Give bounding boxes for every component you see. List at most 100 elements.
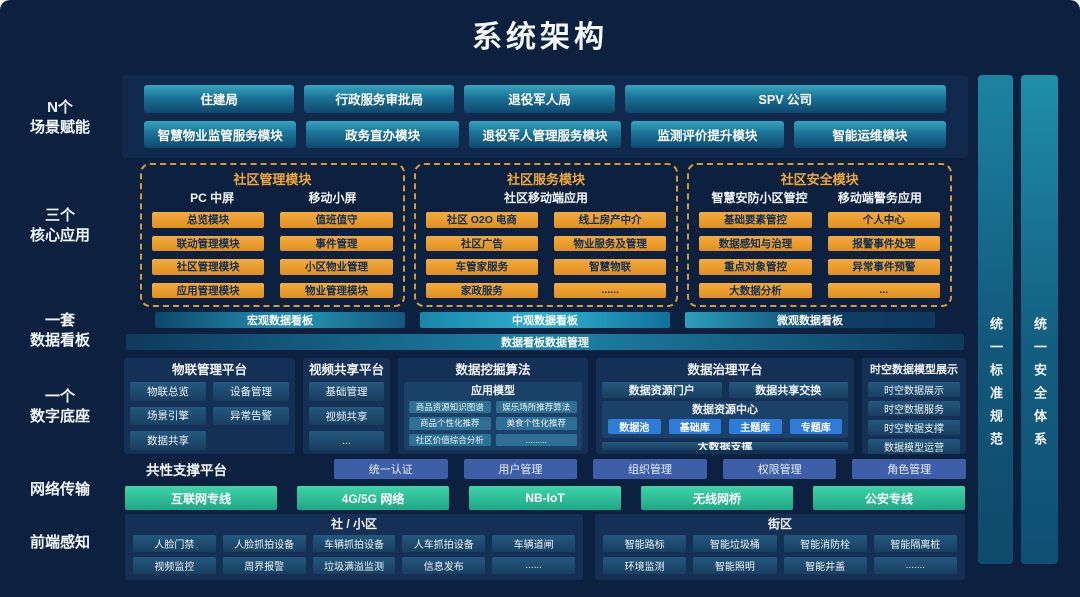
panel-title: 数据治理平台 — [687, 363, 763, 377]
scene-module: 行政服务审批局 — [304, 85, 455, 113]
core-module: 报警事件处理 — [827, 235, 941, 251]
spatiotemporal-module: 数据模型运营 — [868, 439, 960, 454]
panel-spatiotemporal: 时空数据模型展示 时空数据展示 时空数据服务 时空数据支撑 数据模型运营 — [862, 358, 966, 454]
common-support-module: 权限管理 — [722, 458, 837, 479]
model-module: 社区价值综合分析 — [409, 433, 491, 446]
core-module: 社区管理模块 — [152, 259, 265, 275]
scene-module: SPV 公司 — [624, 85, 946, 113]
sensing-device: 视频监控 — [133, 557, 216, 574]
scene-module: 住建局 — [144, 85, 295, 113]
vertical-bar-security: 统一安全体系 — [1021, 75, 1058, 564]
sensing-device: 智能照明 — [693, 557, 777, 574]
sensing-panel-street: 街区 智能路标 智能垃圾桶 智能消防栓 智能隔离桩 环境监测 智能照明 智能井盖......… — [595, 514, 965, 580]
core-box-headers: PC 中屏 移动小屏 — [152, 189, 393, 206]
model-grid: 商品资源知识图谱 娱乐场所推荐算法 商品个性化推荐 美食个性化推荐 社区价值综合分析..… — [409, 401, 578, 446]
iot-module-grid: 物联总览 设备管理 场景引擎 异常告警 数据共享 — [130, 382, 289, 450]
core-module: ...... — [554, 282, 667, 298]
core-module-grid: 总览模块 值班值守 联动管理模块 事件管理 社区管理模块 小区物业管理 应用管理模块 物业管理… — [152, 212, 393, 298]
core-module: 社区广告 — [425, 235, 538, 251]
core-column-header: 移动端警务应用 — [837, 191, 922, 205]
video-module: ... — [309, 431, 385, 451]
core-box-title: 社区安全模块 — [780, 172, 859, 187]
core-module-grid: 基础要素管控 个人中心 数据感知与治理 报警事件处理 重点对象管控 异常事件预警 大数据分析… — [699, 212, 941, 298]
core-module: 事件管理 — [280, 235, 393, 251]
dashboard-item: 中观数据看板 — [420, 312, 670, 328]
panel-title: 时空数据模型展示 — [870, 364, 958, 376]
sensing-device: 周界报警 — [222, 557, 306, 574]
sensing-device: 智能隔离桩 — [873, 535, 957, 552]
panel-data-mining: 数据挖掘算法 应用模型 商品资源知识图谱 娱乐场所推荐算法 商品个性化推荐 美食个性化… — [398, 358, 589, 454]
core-box-community-service: 社区服务模块 社区移动端应用 社区 O2O 电商 线上房产中介 社区广告 物业服务及管… — [413, 163, 679, 307]
section-core-applications: 社区管理模块 PC 中屏 移动小屏 总览模块 值班值守 联动管理模块 事件管理 社区管理… — [122, 163, 968, 307]
panel-title: 物联管理平台 — [171, 363, 247, 377]
spatiotemporal-module: 时空数据支撑 — [868, 420, 960, 435]
core-module: 社区 O2O 电商 — [425, 212, 538, 228]
model-module: 娱乐场所推荐算法 — [495, 401, 578, 414]
application-model-box: 应用模型 商品资源知识图谱 娱乐场所推荐算法 商品个性化推荐 美食个性化推荐 社区价值综… — [404, 382, 583, 450]
panel-iot-platform: 物联管理平台 物联总览 设备管理 场景引擎 异常告警 数据共享 — [124, 358, 295, 454]
scene-module: 监测评价提升模块 — [631, 120, 784, 148]
spatiotemporal-module: 时空数据展示 — [868, 382, 960, 397]
library-module: 数据池 — [608, 419, 661, 434]
core-module: 联动管理模块 — [152, 235, 265, 251]
sensing-device: 智能井盖 — [783, 557, 867, 574]
network-link: 互联网专线 — [125, 486, 277, 510]
layer-label-core-apps: 三个 核心应用 — [29, 207, 90, 245]
core-column-header: PC 中屏 — [190, 191, 235, 205]
core-box-headers: 社区移动端应用 — [426, 189, 667, 206]
core-module: ... — [827, 282, 941, 298]
video-module: 视频共享 — [309, 406, 385, 426]
vertical-bar-standards: 统一标准规范 — [978, 75, 1013, 564]
governance-top-row: 数据资源门户 数据共享交换 — [602, 382, 849, 398]
core-module-grid: 社区 O2O 电商 线上房产中介 社区广告 物业服务及管理 车管家服务 智慧物联 家政服务.… — [425, 212, 667, 298]
iot-module: 设备管理 — [213, 382, 289, 401]
sensing-device: 环境监测 — [603, 557, 687, 574]
scene-row-modules: 智慧物业监管服务模块 政务直办模块 退役军人管理服务模块 监测评价提升模块 智能运维模块 — [144, 120, 947, 148]
sensing-device-grid: 智能路标 智能垃圾桶 智能消防栓 智能隔离桩 环境监测 智能照明 智能井盖....... — [603, 535, 957, 574]
core-module: 数据感知与治理 — [699, 235, 812, 251]
model-module: 商品个性化推荐 — [409, 417, 491, 430]
video-module: 基础管理 — [309, 382, 385, 401]
common-support-module: 用户管理 — [463, 458, 578, 479]
core-module: 应用管理模块 — [152, 282, 265, 298]
core-module: 物业服务及管理 — [554, 235, 667, 251]
core-module: 基础要素管控 — [699, 212, 812, 228]
core-box-title: 社区管理模块 — [233, 172, 312, 187]
bigdata-support-bar: 大数据支撑 — [602, 442, 848, 450]
layer-label-scenes: N个 场景赋能 — [29, 99, 90, 137]
core-box-title: 社区服务模块 — [507, 172, 586, 187]
core-module: 小区物业管理 — [280, 259, 393, 275]
core-box-community-security: 社区安全模块 智慧安防小区管控 移动端警务应用 基础要素管控 个人中心 数据感知与治… — [687, 163, 953, 307]
sensing-device: 车辆抓拍设备 — [312, 535, 396, 552]
panel-title: 视频共享平台 — [309, 363, 385, 377]
core-module: 大数据分析 — [699, 282, 812, 298]
iot-module: 数据共享 — [130, 431, 206, 450]
vertical-bar-standards-label: 统一标准规范 — [988, 317, 1003, 455]
common-support-module: 角色管理 — [852, 458, 966, 479]
data-resource-center-title: 数据资源中心 — [692, 404, 758, 416]
scene-module: 退役军人管理服务模块 — [468, 120, 622, 148]
common-support-label: 共性支撑平台 — [146, 462, 227, 478]
spatiotemporal-module: 时空数据服务 — [868, 401, 960, 416]
layer-label-sensing: 前端感知 — [29, 534, 90, 551]
sensing-panel-title: 街区 — [767, 517, 792, 531]
sensing-device: 智能路标 — [603, 535, 687, 552]
section-scene-empowerment: 住建局 行政服务审批局 退役军人局 SPV 公司 智慧物业监管服务模块 政务直办模块 退役… — [122, 75, 968, 158]
core-box-headers: 智慧安防小区管控 移动端警务应用 — [699, 189, 940, 206]
sensing-device: 人脸门禁 — [133, 535, 216, 552]
core-module: 重点对象管控 — [699, 259, 812, 275]
library-module: 基础库 — [668, 419, 722, 434]
iot-module: 物联总览 — [130, 382, 206, 401]
core-module: 异常事件预警 — [827, 259, 941, 275]
data-portal-module: 数据资源门户 — [602, 382, 722, 398]
model-module: ......... — [495, 433, 578, 446]
scene-module: 政务直办模块 — [306, 120, 459, 148]
network-link: NB-IoT — [469, 486, 621, 510]
core-module: 物业管理模块 — [280, 282, 393, 298]
scene-module: 智慧物业监管服务模块 — [144, 120, 297, 148]
core-module: 家政服务 — [425, 282, 538, 298]
core-box-community-management: 社区管理模块 PC 中屏 移动小屏 总览模块 值班值守 联动管理模块 事件管理 社区管理… — [140, 163, 405, 307]
network-link: 公安专线 — [813, 486, 965, 510]
core-column-header: 智慧安防小区管控 — [711, 191, 808, 205]
